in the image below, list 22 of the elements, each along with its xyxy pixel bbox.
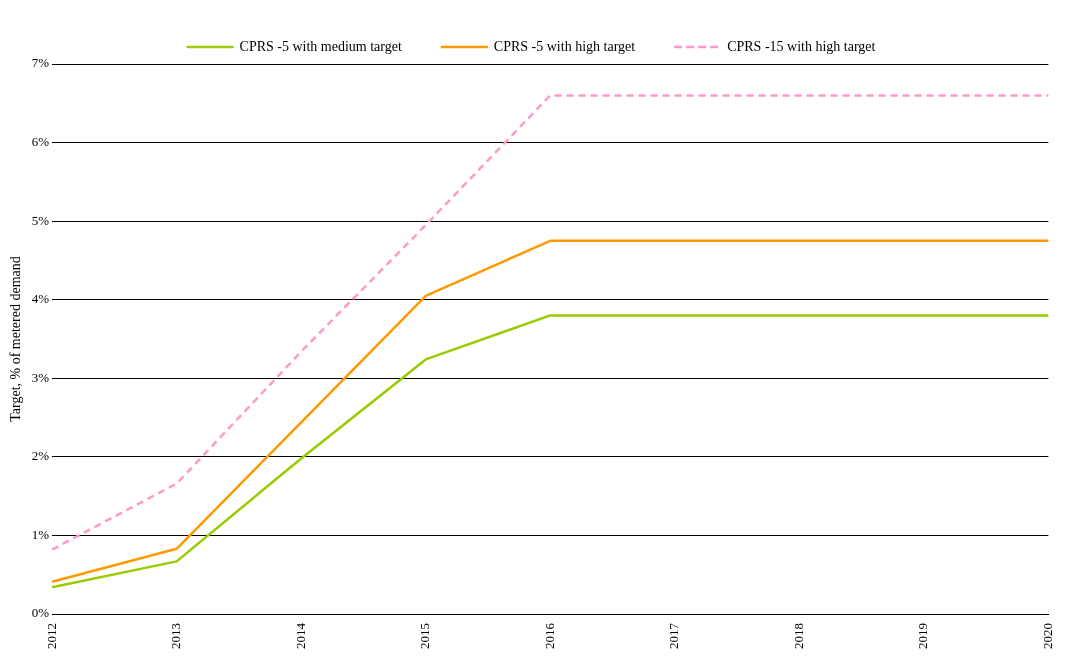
y-tick-label: 4% — [31, 291, 50, 307]
x-tick-label: 2017 — [666, 622, 682, 649]
y-tick-label: 3% — [31, 369, 50, 385]
y-tick-label: 1% — [31, 526, 50, 542]
legend-label: CPRS -5 with medium target — [239, 38, 402, 54]
y-tick-label: 0% — [31, 605, 50, 621]
legend-label: CPRS -15 with high target — [727, 38, 876, 54]
x-tick-label: 2016 — [541, 622, 557, 649]
x-tick-label: 2020 — [1039, 623, 1055, 649]
line-series — [50, 94, 1050, 551]
x-tick-label: 2018 — [790, 623, 806, 649]
x-tick-label: 2012 — [43, 623, 59, 649]
x-tick-label: 2014 — [292, 622, 308, 649]
y-axis-title: Target, % of metered demand — [8, 256, 24, 422]
x-tick-label: 2019 — [915, 623, 931, 649]
x-tick-label: 2013 — [168, 623, 184, 649]
y-tick-label: 2% — [31, 448, 50, 464]
x-tick-label: 2015 — [417, 623, 433, 649]
y-tick-label: 7% — [31, 55, 50, 71]
y-tick-label: 6% — [31, 133, 50, 149]
y-tick-label: 5% — [31, 212, 50, 228]
legend-label: CPRS -5 with high target — [493, 38, 636, 54]
